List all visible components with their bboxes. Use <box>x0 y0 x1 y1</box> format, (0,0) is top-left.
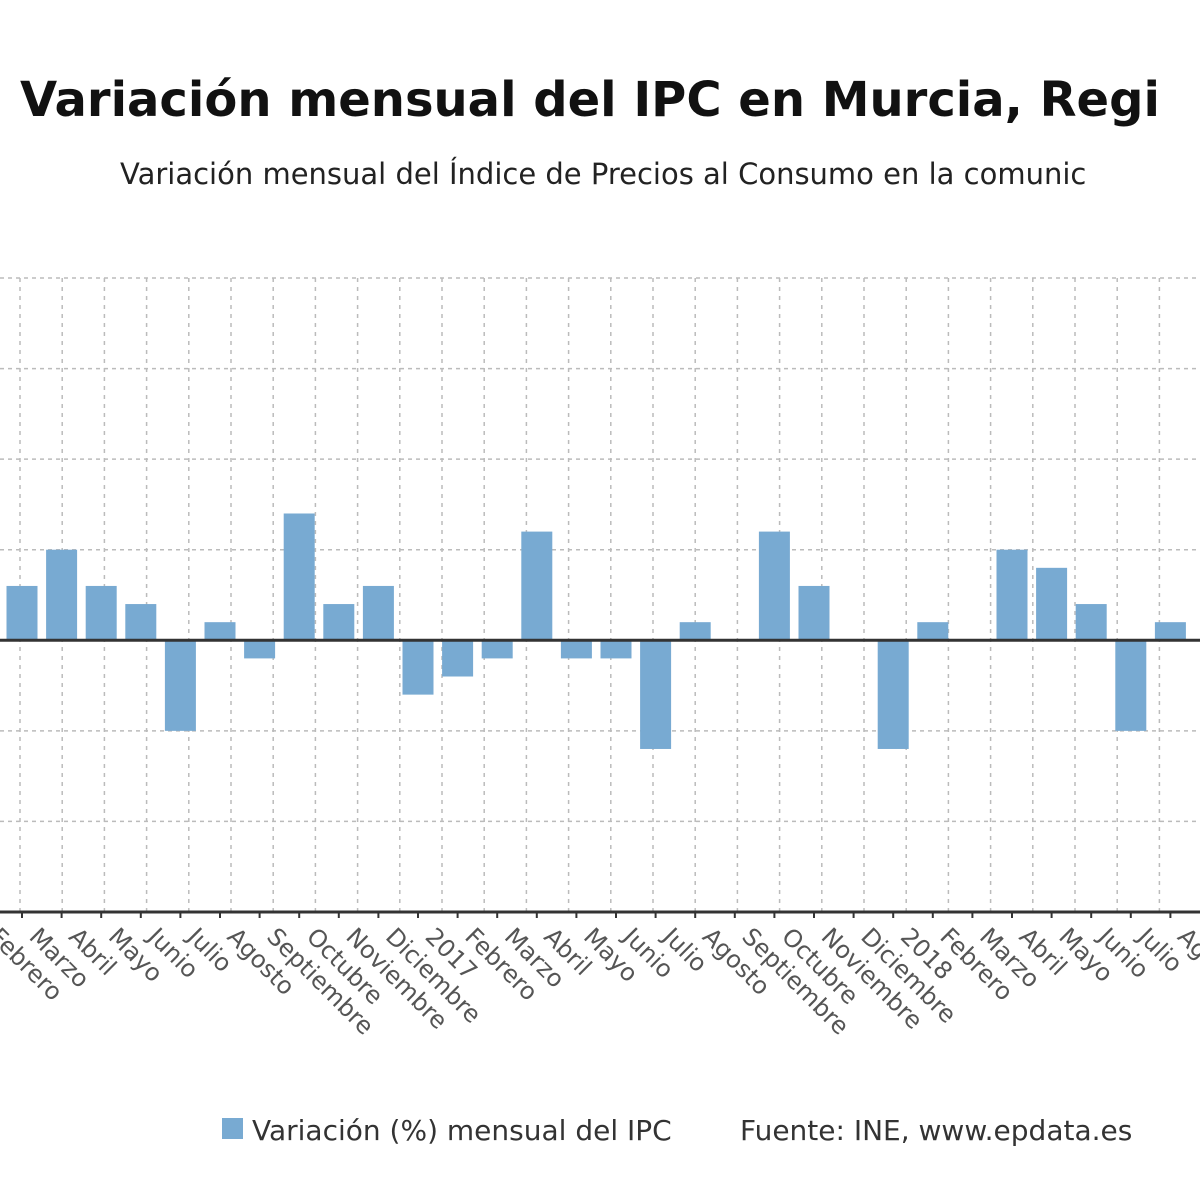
bar <box>85 585 117 641</box>
bar <box>798 585 830 641</box>
legend-swatch <box>222 1118 243 1139</box>
bar <box>164 640 196 731</box>
bar <box>1036 567 1068 641</box>
source-label: Fuente: INE, www.epdata.es <box>740 1114 1132 1147</box>
bar <box>46 549 78 641</box>
bar <box>758 531 790 641</box>
bar <box>402 640 434 695</box>
bar <box>442 640 474 677</box>
bar <box>877 640 909 749</box>
bars <box>6 513 1186 749</box>
bar <box>283 513 315 641</box>
bar <box>521 531 553 641</box>
bar <box>6 585 38 641</box>
bar <box>996 549 1028 641</box>
bar <box>679 622 711 641</box>
bar <box>640 640 672 749</box>
bar <box>125 604 157 641</box>
bar <box>204 622 236 641</box>
bar <box>917 622 949 641</box>
bar <box>323 604 355 641</box>
chart-title: Variación mensual del IPC en Murcia, Reg… <box>20 72 1160 128</box>
bar <box>1075 604 1107 641</box>
bar <box>481 640 513 659</box>
chart-subtitle: Variación mensual del Índice de Precios … <box>120 157 1086 191</box>
gridlines <box>0 277 1200 913</box>
bar <box>1154 622 1186 641</box>
bar <box>362 585 394 641</box>
x-axis-labels: FebreroMarzoAbrilMayoJunioJulioAgostoSep… <box>0 912 1200 1040</box>
bar <box>244 640 276 659</box>
bar <box>1115 640 1147 731</box>
bar <box>600 640 632 659</box>
legend-label: Variación (%) mensual del IPC <box>252 1114 672 1147</box>
bar <box>560 640 592 659</box>
